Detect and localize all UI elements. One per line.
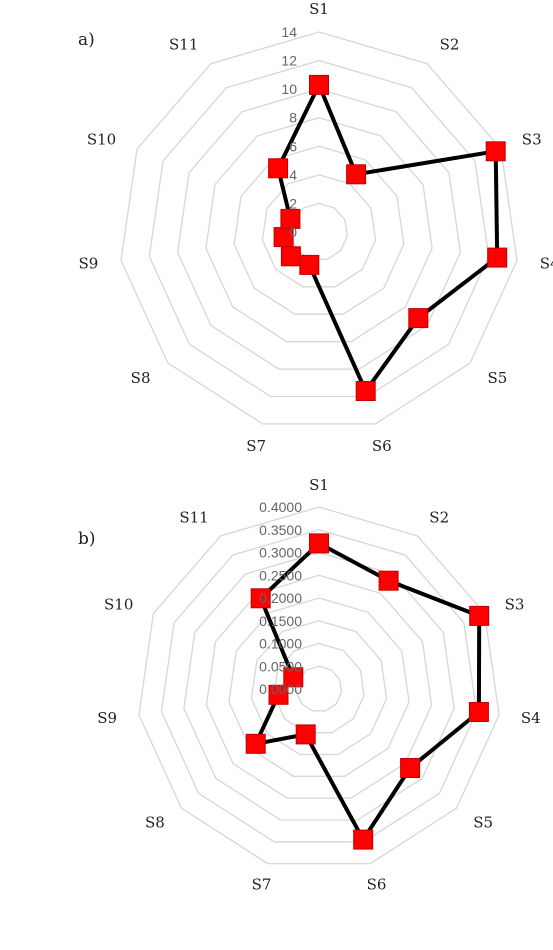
category-label-s8: S8 bbox=[131, 369, 151, 387]
data-point-s2 bbox=[346, 164, 367, 185]
category-label-s9: S9 bbox=[78, 255, 98, 273]
data-point-s3 bbox=[469, 605, 490, 626]
category-label-s5: S5 bbox=[473, 814, 493, 832]
data-point-s5 bbox=[400, 758, 421, 778]
data-point-s10 bbox=[283, 667, 304, 688]
category-label-s4: S4 bbox=[521, 709, 541, 727]
grid-ring bbox=[120, 31, 518, 425]
data-point-s7 bbox=[295, 724, 316, 745]
radar-chart-a: 0 2 4 6 8 10 12 14 S1 S2 S3 S4 S5 S6 S7 S8 S9 S10 S11 a) bbox=[78, 0, 553, 455]
data-point-s7 bbox=[299, 254, 320, 275]
tick-label: 0.2000 bbox=[259, 590, 302, 606]
data-point-s11 bbox=[250, 588, 271, 609]
category-label-s4: S4 bbox=[540, 255, 553, 273]
data-point-s6 bbox=[353, 829, 374, 850]
category-label-s11: S11 bbox=[169, 35, 198, 53]
data-point-s3 bbox=[485, 141, 506, 162]
data-point-s4 bbox=[468, 702, 489, 722]
category-label-s11: S11 bbox=[179, 508, 208, 526]
data-point-s5 bbox=[408, 308, 429, 329]
grid-ring bbox=[205, 574, 433, 799]
data-point-s8 bbox=[245, 733, 266, 754]
series-line bbox=[276, 82, 500, 393]
category-label-s9: S9 bbox=[97, 709, 117, 727]
data-point-s2 bbox=[378, 570, 399, 591]
category-label-s1: S1 bbox=[309, 0, 329, 18]
tick-label: 0.3000 bbox=[259, 545, 302, 561]
grid-ring bbox=[228, 597, 410, 777]
data-point-s6 bbox=[355, 381, 376, 401]
panel-label: a) bbox=[78, 30, 95, 50]
grid-ring bbox=[250, 620, 388, 756]
tick-label: 0.4000 bbox=[259, 499, 302, 515]
category-label-s10: S10 bbox=[104, 595, 133, 613]
radar-chart-b: 0.0000 0.0500 0.1000 0.1500 0.2000 0.2500 0.30… bbox=[78, 476, 541, 894]
category-label-s5: S5 bbox=[488, 369, 508, 387]
grid-ring bbox=[138, 506, 500, 865]
category-label-s8: S8 bbox=[145, 814, 165, 832]
data-point-s1 bbox=[309, 74, 329, 95]
category-label-s7: S7 bbox=[252, 876, 272, 894]
tick-label: 2 bbox=[289, 195, 297, 211]
tick-label: 6 bbox=[289, 138, 297, 154]
category-label-s10: S10 bbox=[87, 130, 116, 148]
category-label-s6: S6 bbox=[367, 876, 387, 894]
tick-label: 0.1500 bbox=[259, 613, 302, 629]
tick-label: 0 bbox=[289, 224, 297, 240]
grid-ring bbox=[273, 642, 365, 734]
tick-label: 0.1000 bbox=[259, 636, 302, 652]
grid-ring bbox=[176, 88, 462, 370]
category-label-s6: S6 bbox=[372, 437, 392, 455]
data-point-s10 bbox=[280, 208, 301, 229]
grid-ring bbox=[205, 117, 433, 343]
data-point-s4 bbox=[487, 247, 508, 268]
category-label-s2: S2 bbox=[440, 35, 460, 53]
panel-label: b) bbox=[78, 529, 96, 549]
tick-label: 0.2500 bbox=[259, 567, 302, 583]
tick-label: 10 bbox=[281, 81, 297, 97]
data-point-s1 bbox=[309, 533, 329, 554]
grid-ring bbox=[148, 59, 490, 398]
grid-ring bbox=[160, 529, 478, 843]
data-point-s9 bbox=[268, 684, 289, 705]
data-point-s8 bbox=[280, 246, 301, 267]
tick-label: 4 bbox=[289, 167, 297, 183]
grid-ring bbox=[183, 551, 455, 821]
grid-ring bbox=[233, 145, 405, 315]
tick-label: 0.3500 bbox=[259, 522, 302, 538]
category-label-s2: S2 bbox=[429, 508, 449, 526]
category-label-s7: S7 bbox=[246, 437, 266, 455]
data-point-s11 bbox=[268, 158, 289, 179]
category-label-s1: S1 bbox=[309, 476, 329, 494]
tick-label: 8 bbox=[289, 110, 297, 126]
tick-label: 0.0500 bbox=[259, 658, 302, 674]
category-label-s3: S3 bbox=[522, 130, 542, 148]
category-label-s3: S3 bbox=[505, 595, 525, 613]
tick-label: 14 bbox=[281, 24, 297, 40]
tick-label: 12 bbox=[281, 53, 297, 69]
series-line bbox=[253, 541, 482, 842]
tick-label: 0.0000 bbox=[259, 681, 302, 697]
